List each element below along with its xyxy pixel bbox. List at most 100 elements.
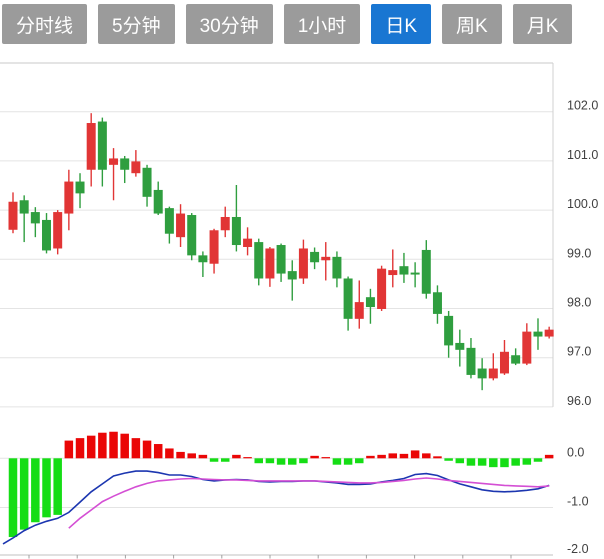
candle-body xyxy=(332,256,342,279)
candle-body xyxy=(421,249,431,294)
tab-1hour[interactable]: 1小时 xyxy=(283,4,361,44)
tab-5min[interactable]: 5分钟 xyxy=(98,4,175,44)
candle-body xyxy=(399,266,409,275)
candle-body xyxy=(432,292,442,314)
candle-body xyxy=(276,245,286,274)
tab-weekly-k[interactable]: 周K xyxy=(442,4,502,44)
macd-bar xyxy=(299,458,308,464)
candle-body xyxy=(86,123,96,170)
tab-daily-k[interactable]: 日K xyxy=(371,4,431,44)
candle-body xyxy=(153,189,163,214)
macd-bar xyxy=(522,458,532,465)
candle xyxy=(220,206,230,238)
macd-bar xyxy=(500,458,509,468)
macd-bar xyxy=(511,458,520,466)
price-axis-label: 96.0 xyxy=(567,394,591,408)
macd-bar xyxy=(64,440,74,459)
candle-body xyxy=(365,297,375,308)
candle-body xyxy=(321,256,331,261)
candle-body xyxy=(131,161,141,174)
macd-bar xyxy=(165,448,174,459)
candle xyxy=(444,310,454,358)
candle xyxy=(64,169,74,231)
price-axis-label: 101.0 xyxy=(567,148,598,162)
candle xyxy=(142,164,152,207)
macd-bar xyxy=(399,453,409,459)
candle-body xyxy=(187,215,197,256)
candle-body xyxy=(220,216,230,231)
candle-body xyxy=(410,272,420,275)
candle xyxy=(511,348,521,366)
candle xyxy=(131,150,141,177)
candle xyxy=(544,326,554,339)
macd-bar xyxy=(176,451,185,459)
candle xyxy=(42,213,52,254)
candle-body xyxy=(19,200,29,214)
candle-body xyxy=(544,329,554,337)
candle-body xyxy=(354,302,364,319)
candle xyxy=(410,262,420,288)
macd-bar xyxy=(120,433,129,459)
candle-body xyxy=(53,212,63,249)
candle xyxy=(332,251,342,288)
macd-bar xyxy=(355,458,364,464)
candle-body xyxy=(466,347,476,375)
candle xyxy=(455,329,465,367)
candle-body xyxy=(444,315,454,346)
candle xyxy=(388,249,398,288)
macd-bar xyxy=(198,454,208,459)
candle xyxy=(298,239,308,284)
candle xyxy=(86,113,96,187)
candle xyxy=(109,148,119,201)
candle-body xyxy=(477,368,487,379)
candle-body xyxy=(298,248,308,279)
tab-30min[interactable]: 30分钟 xyxy=(185,4,273,44)
candle xyxy=(421,240,431,299)
macd-bar xyxy=(131,438,141,459)
candle xyxy=(276,243,286,282)
candle xyxy=(365,288,375,324)
candle-body xyxy=(64,181,74,214)
candle xyxy=(499,339,509,375)
candle xyxy=(75,173,85,209)
macd-bar xyxy=(310,455,319,459)
macd-bar xyxy=(276,458,286,465)
candle-body xyxy=(455,342,465,350)
candle-body xyxy=(511,355,521,364)
candle xyxy=(153,181,163,216)
tab-timeline[interactable]: 分时线 xyxy=(2,4,88,44)
price-axis-label: 98.0 xyxy=(567,296,591,310)
macd-bar xyxy=(377,454,386,459)
macd-bar xyxy=(42,458,51,518)
timeframe-tabbar: 分时线 5分钟 30分钟 1小时 日K 周K 月K xyxy=(2,4,573,44)
candle xyxy=(432,285,442,324)
macd-bar xyxy=(8,458,18,538)
macd-bar xyxy=(455,458,465,464)
candle-body xyxy=(388,270,398,276)
candle-body xyxy=(522,331,532,364)
macd-bar xyxy=(410,450,420,459)
price-axis-label: 97.0 xyxy=(567,345,591,359)
candle-body xyxy=(198,255,208,263)
macd-bar xyxy=(366,455,375,459)
candle xyxy=(97,117,107,187)
candle xyxy=(176,204,186,247)
candle-body xyxy=(254,242,264,279)
candle-body xyxy=(75,181,85,194)
macd-bar xyxy=(75,438,85,459)
candle xyxy=(187,213,197,261)
macd-bar xyxy=(533,458,543,462)
candle xyxy=(321,242,331,281)
candle xyxy=(243,227,253,256)
candle xyxy=(254,238,264,286)
macd-bar xyxy=(53,458,62,515)
candle xyxy=(343,276,353,331)
candle-body xyxy=(30,212,40,224)
macd-bar xyxy=(254,458,263,464)
macd-bar xyxy=(288,458,297,465)
tab-monthly-k[interactable]: 月K xyxy=(512,4,573,44)
macd-axis-label: -1.0 xyxy=(567,495,589,509)
macd-bar xyxy=(153,444,163,459)
candle xyxy=(19,195,29,243)
